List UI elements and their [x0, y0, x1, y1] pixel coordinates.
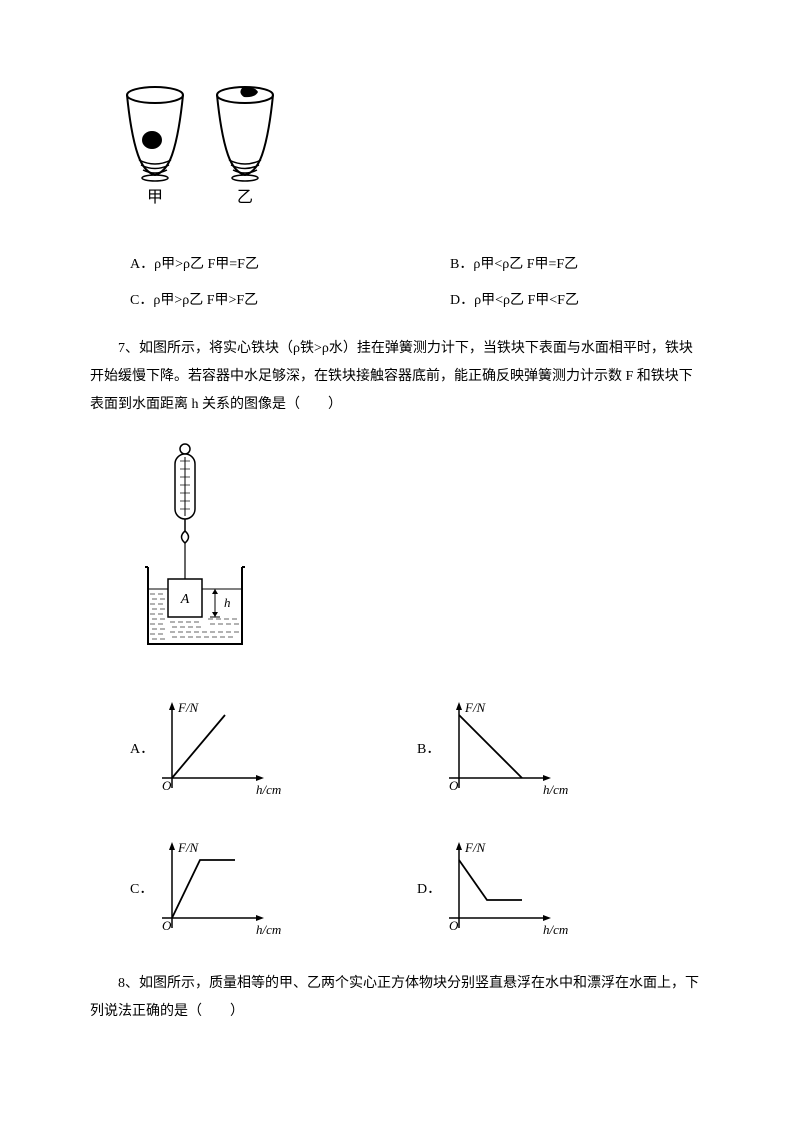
q7-text: 7、如图所示，将实心铁块（ρ铁>ρ水）挂在弹簧测力计下，当铁块下表面与水面相平时… [90, 335, 704, 419]
cup-label-left: 甲 [147, 189, 163, 206]
q6-option-a: A．ρ甲>ρ乙 F甲=F乙 [130, 251, 450, 279]
svg-text:F/N: F/N [177, 840, 200, 855]
q6-option-b: B．ρ甲<ρ乙 F甲=F乙 [450, 251, 578, 279]
cup-label-right: 乙 [237, 189, 253, 206]
graph-d: F/N h/cm O [447, 840, 597, 940]
q6-option-d: D．ρ甲<ρ乙 F甲<F乙 [450, 287, 579, 315]
q8-text: 8、如图所示，质量相等的甲、乙两个实心正方体物块分别竖直悬浮在水中和漂浮在水面上… [90, 970, 704, 1026]
svg-text:h/cm: h/cm [256, 922, 281, 937]
spring-scale-svg: A h [140, 439, 270, 659]
cups-svg: 甲 乙 [110, 80, 290, 210]
q6-option-c: C．ρ甲>ρ乙 F甲>F乙 [130, 287, 450, 315]
svg-text:O: O [162, 778, 172, 793]
svg-text:F/N: F/N [464, 840, 487, 855]
q7-option-c-label: C． [130, 876, 160, 904]
q7-option-d-label: D． [417, 876, 447, 904]
svg-text:O: O [162, 918, 172, 933]
block-label: A [180, 592, 190, 607]
svg-text:O: O [449, 918, 459, 933]
q7-option-b-label: B． [417, 736, 447, 764]
q7-option-a-label: A． [130, 736, 160, 764]
q6-options-row1: A．ρ甲>ρ乙 F甲=F乙 B．ρ甲<ρ乙 F甲=F乙 [130, 251, 704, 279]
svg-text:h/cm: h/cm [543, 922, 568, 937]
svg-text:F/N: F/N [177, 700, 200, 715]
svg-text:F/N: F/N [464, 700, 487, 715]
figure-cups: 甲 乙 [110, 80, 704, 221]
graph-a: F/N h/cm O [160, 700, 310, 800]
depth-label: h [224, 595, 231, 610]
svg-text:O: O [449, 778, 459, 793]
q6-options-row2: C．ρ甲>ρ乙 F甲>F乙 D．ρ甲<ρ乙 F甲<F乙 [130, 287, 704, 315]
graph-c: F/N h/cm O [160, 840, 310, 940]
svg-text:h/cm: h/cm [543, 782, 568, 797]
svg-text:h/cm: h/cm [256, 782, 281, 797]
q7-graph-options: A． F/N h/cm O B． F/N h/cm O C． F/N h/cm O D． F… [130, 700, 704, 940]
figure-spring-scale: A h [140, 439, 704, 670]
graph-b: F/N h/cm O [447, 700, 597, 800]
